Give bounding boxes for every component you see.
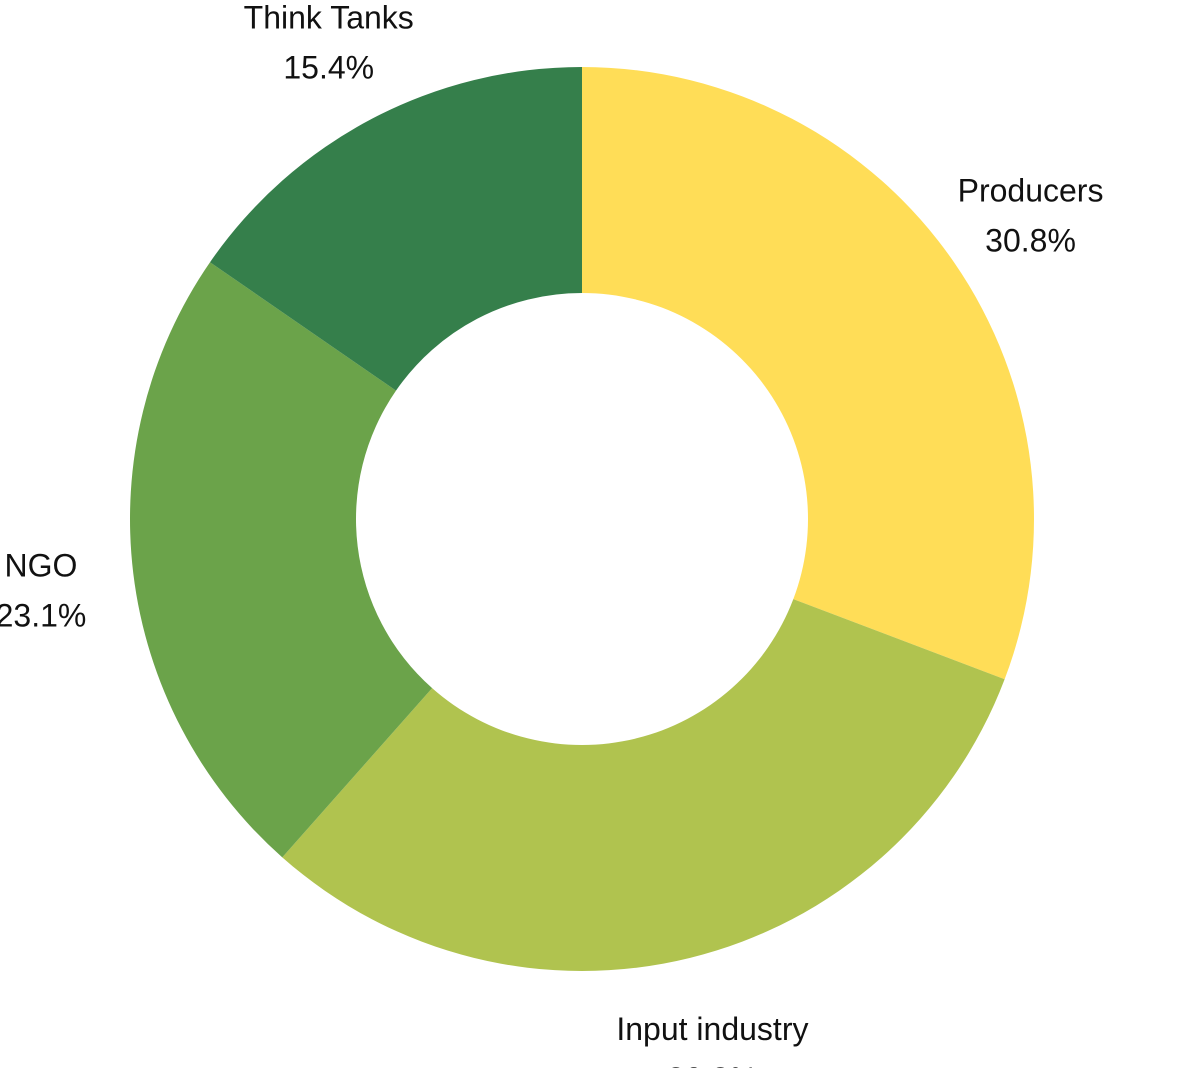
- slice-value-producers: 30.8%: [985, 222, 1076, 258]
- slice-label-input-industry: Input industry: [616, 1011, 808, 1047]
- slice-label-think-tanks: Think Tanks: [244, 0, 414, 35]
- slice-think-tanks: [210, 67, 582, 391]
- donut-slices: [129, 67, 1034, 971]
- slice-label-ngo: NGO: [5, 548, 78, 584]
- slice-ngo: [129, 262, 433, 858]
- slice-value-ngo: 23.1%: [0, 598, 86, 634]
- donut-labels: Producers 30.8% Input industry 30.8% NGO 23.1…: [0, 0, 1103, 1068]
- slice-label-producers: Producers: [958, 172, 1104, 208]
- slice-value-input-industry: 30.8%: [667, 1061, 758, 1068]
- slice-input-industry: [282, 599, 1005, 971]
- slice-value-think-tanks: 15.4%: [283, 49, 374, 85]
- slice-producers: [582, 67, 1034, 680]
